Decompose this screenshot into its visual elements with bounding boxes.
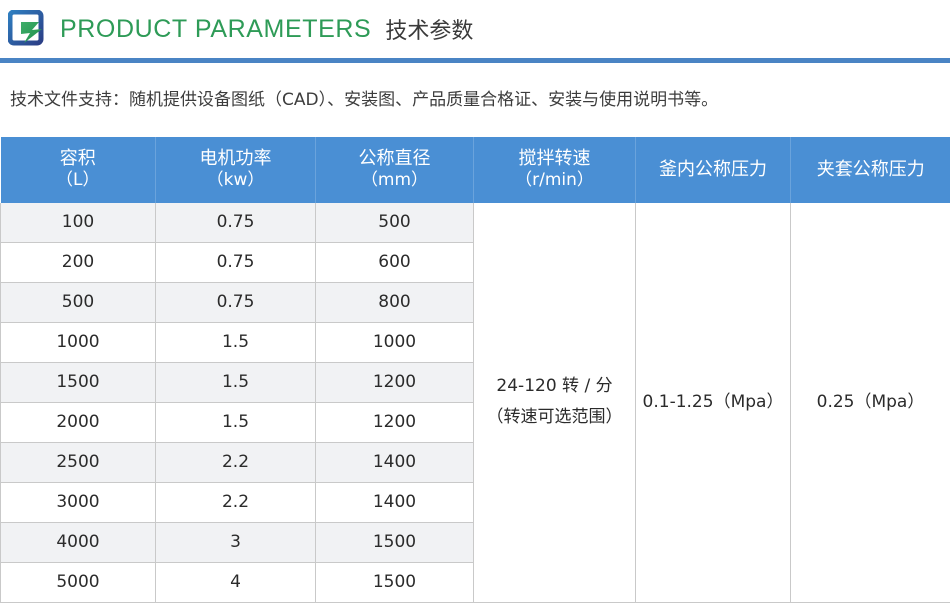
cell-nominal-diameter: 1200 [316,402,474,442]
column-header-motor-power-line2: （kw） [158,170,313,192]
cell-motor-power: 4 [156,562,316,602]
cell-nominal-diameter: 1200 [316,362,474,402]
cell-motor-power: 1.5 [156,322,316,362]
cell-volume: 4000 [1,522,156,562]
cell-volume: 500 [1,282,156,322]
column-header-stirring-speed-line2: （r/min） [476,170,633,192]
cell-volume: 1000 [1,322,156,362]
page-header: PRODUCT PARAMETERS 技术参数 [0,0,950,58]
column-header-motor-power: 电机功率 （kw） [156,137,316,203]
column-header-nominal-diameter: 公称直径 （mm） [316,137,474,203]
table-row: 100 0.75 500 24-120 转 / 分 （转速可选范围） 0.1-1… [1,203,950,243]
cell-nominal-diameter: 500 [316,203,474,243]
column-header-nominal-diameter-line1: 公称直径 [359,148,431,169]
column-header-jacket-pressure-line1: 夹套公称压力 [817,159,925,180]
cell-nominal-diameter: 600 [316,242,474,282]
cell-nominal-diameter: 1400 [316,482,474,522]
column-header-inner-pressure: 釜内公称压力 [636,137,791,203]
cell-volume: 100 [1,203,156,243]
column-header-nominal-diameter-line2: （mm） [318,170,471,192]
technical-document-note: 技术文件支持：随机提供设备图纸（CAD）、安装图、产品质量合格证、安装与使用说明… [0,63,950,113]
column-header-volume-line2: （L） [3,170,154,192]
cell-volume: 3000 [1,482,156,522]
cell-volume: 200 [1,242,156,282]
column-header-stirring-speed-line1: 搅拌转速 [519,148,591,169]
cell-nominal-diameter: 800 [316,282,474,322]
cell-motor-power: 2.2 [156,442,316,482]
cell-volume: 5000 [1,562,156,602]
cell-stirring-speed-merged: 24-120 转 / 分 （转速可选范围） [474,203,636,603]
column-header-jacket-pressure: 夹套公称压力 [791,137,950,203]
cell-jacket-pressure-merged: 0.25（Mpa） [791,203,950,603]
cell-motor-power: 1.5 [156,402,316,442]
column-header-stirring-speed: 搅拌转速 （r/min） [474,137,636,203]
cell-motor-power: 0.75 [156,203,316,243]
z-bolt-square-logo-icon [8,10,46,48]
cell-volume: 2000 [1,402,156,442]
cell-motor-power: 0.75 [156,242,316,282]
table-header-row: 容积 （L） 电机功率 （kw） 公称直径 （mm） 搅拌转速 （r/min） … [1,137,950,203]
column-header-volume: 容积 （L） [1,137,156,203]
spec-table-wrapper: 容积 （L） 电机功率 （kw） 公称直径 （mm） 搅拌转速 （r/min） … [0,113,950,603]
cell-motor-power: 1.5 [156,362,316,402]
cell-volume: 1500 [1,362,156,402]
cell-inner-pressure-merged: 0.1-1.25（Mpa） [636,203,791,603]
cell-nominal-diameter: 1500 [316,522,474,562]
stirring-speed-line1: 24-120 转 / 分 [476,371,633,402]
page-title-cn: 技术参数 [385,13,473,45]
cell-nominal-diameter: 1500 [316,562,474,602]
column-header-volume-line1: 容积 [60,148,96,169]
cell-nominal-diameter: 1400 [316,442,474,482]
page-title-en: PRODUCT PARAMETERS [60,15,371,44]
cell-volume: 2500 [1,442,156,482]
cell-motor-power: 2.2 [156,482,316,522]
product-parameters-table: 容积 （L） 电机功率 （kw） 公称直径 （mm） 搅拌转速 （r/min） … [0,137,950,603]
cell-motor-power: 0.75 [156,282,316,322]
column-header-motor-power-line1: 电机功率 [200,148,272,169]
column-header-inner-pressure-line1: 釜内公称压力 [659,159,767,180]
cell-motor-power: 3 [156,522,316,562]
table-body: 100 0.75 500 24-120 转 / 分 （转速可选范围） 0.1-1… [1,203,950,603]
cell-nominal-diameter: 1000 [316,322,474,362]
stirring-speed-line2: （转速可选范围） [476,402,633,433]
